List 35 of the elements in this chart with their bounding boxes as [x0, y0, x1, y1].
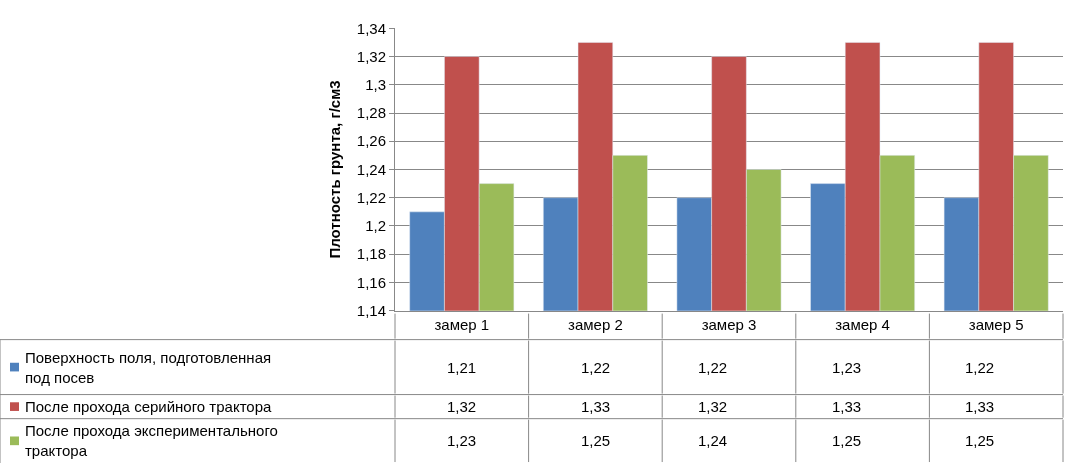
legend-label: Поверхность поля, подготовленная под посев [25, 349, 272, 386]
data-label: 1,25 [965, 432, 995, 449]
legend-label: После прохода серийного трактора [25, 398, 273, 415]
y-tick-label: 1,22 [356, 188, 386, 206]
data-label: 1,22 [965, 359, 995, 376]
y-tick-label: 1,16 [356, 273, 386, 291]
x-tick-label: замер 4 [835, 315, 890, 333]
data-label: 1,23 [832, 359, 862, 376]
data-label: 1,22 [581, 359, 611, 376]
data-label: 1,25 [832, 432, 862, 449]
x-tick-label: замер 1 [434, 315, 490, 333]
legend-label: После прохода экспериментального трактора [25, 422, 278, 459]
y-tick-label: 1,26 [356, 132, 386, 150]
y-tick-label: 1,18 [356, 245, 386, 263]
data-label: 1,21 [447, 359, 477, 376]
data-label: 1,33 [832, 398, 862, 415]
data-label: 1,33 [965, 398, 995, 415]
data-label: 1,25 [581, 432, 611, 449]
data-label: 1,24 [698, 432, 728, 449]
data-label: 1,33 [581, 398, 611, 415]
y-tick-label: 1,14 [356, 301, 386, 319]
y-tick-label: 1,28 [356, 104, 386, 122]
y-tick-label: 1,34 [356, 19, 386, 37]
data-label: 1,32 [447, 398, 477, 415]
x-tick-label: замер 5 [968, 315, 1024, 333]
y-axis-title: Плотность грунта, г/см3 [326, 80, 344, 259]
y-tick-label: 1,2 [365, 217, 386, 235]
x-tick-label: замер 2 [568, 315, 623, 333]
x-tick-label: замер 3 [701, 315, 757, 333]
y-tick-label: 1,3 [365, 76, 386, 94]
y-tick-label: 1,32 [356, 47, 386, 65]
y-tick-label: 1,24 [356, 160, 386, 178]
data-label: 1,22 [698, 359, 728, 376]
data-label: 1,32 [698, 398, 728, 415]
data-label: 1,23 [447, 432, 477, 449]
